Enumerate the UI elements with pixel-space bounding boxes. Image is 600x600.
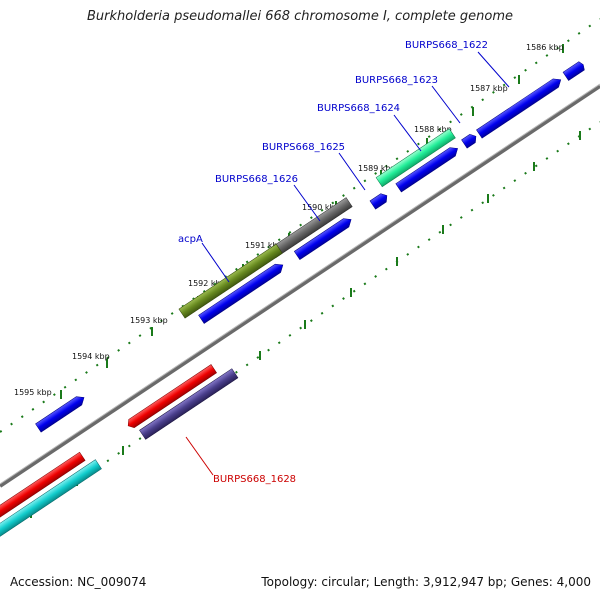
gene-label-acpa[interactable]: acpA bbox=[178, 234, 203, 245]
gene-label-burps668-1622[interactable]: BURPS668_1622 bbox=[405, 40, 488, 51]
tick-label-1592: 1592 kbp bbox=[188, 279, 226, 288]
tick-label-1587: 1587 kbp bbox=[470, 84, 508, 93]
leader-burps668-1624 bbox=[393, 114, 422, 152]
gene-feature-burps668-1624[interactable] bbox=[395, 144, 461, 193]
gene-feature-acpa-track[interactable] bbox=[198, 261, 286, 324]
leader-acpa bbox=[201, 242, 230, 283]
accession-text: Accession: NC_009074 bbox=[10, 575, 147, 589]
leader-burps668-1628 bbox=[185, 436, 214, 476]
gene-feature-burps668-1626[interactable] bbox=[293, 215, 354, 261]
kbp-tick-labels: 1586 kbp 1587 kbp 1588 kbp 1589 kbp 1590… bbox=[14, 43, 564, 397]
chromosome-backbone-highlight bbox=[0, 83, 600, 485]
tick-label-1589: 1589 kbp bbox=[358, 164, 396, 173]
gene-feature-burps668-1623-small[interactable] bbox=[461, 132, 479, 149]
tick-label-1594: 1594 kbp bbox=[72, 352, 110, 361]
outer-tick-track bbox=[0, 18, 600, 433]
leader-burps668-1625 bbox=[338, 152, 366, 191]
leader-burps668-1626 bbox=[293, 184, 321, 222]
leader-burps668-1623 bbox=[431, 85, 461, 124]
tick-label-1591: 1591 kbp bbox=[245, 241, 283, 250]
gene-feature-burps668-1625[interactable] bbox=[369, 191, 390, 210]
tick-label-1590: 1590 kbp bbox=[302, 203, 340, 212]
gene-feature-burps668-1628[interactable] bbox=[139, 368, 239, 440]
gene-label-leaders bbox=[185, 51, 510, 476]
gene-feature-burps668-1622[interactable] bbox=[476, 76, 563, 139]
map-title: Burkholderia pseudomallei 668 chromosome… bbox=[86, 9, 514, 24]
gene-feature-cyan-cds[interactable] bbox=[0, 459, 102, 538]
gene-label-burps668-1624[interactable]: BURPS668_1624 bbox=[317, 103, 400, 114]
leader-burps668-1622 bbox=[477, 51, 510, 88]
gene-feature-red-cds-left[interactable] bbox=[0, 451, 86, 525]
gene-features bbox=[0, 61, 586, 538]
gene-feature-red-cds[interactable] bbox=[125, 364, 217, 430]
gene-label-burps668-1628[interactable]: BURPS668_1628 bbox=[213, 474, 296, 485]
gene-feature-small-blue[interactable] bbox=[35, 393, 87, 433]
gene-label-burps668-1626[interactable]: BURPS668_1626 bbox=[215, 174, 298, 185]
tick-label-1588: 1588 kbp bbox=[414, 125, 452, 134]
chromosome-backbone bbox=[0, 84, 600, 488]
gene-feature-burps668-1622-a[interactable] bbox=[562, 61, 586, 81]
gene-label-burps668-1625[interactable]: BURPS668_1625 bbox=[262, 142, 345, 153]
inner-major-ticks bbox=[30, 131, 581, 518]
tick-label-1593: 1593 kbp bbox=[130, 316, 168, 325]
gene-feature-burps668-1623[interactable] bbox=[375, 128, 456, 188]
gene-label-burps668-1623[interactable]: BURPS668_1623 bbox=[355, 75, 438, 86]
genome-summary-text: Topology: circular; Length: 3,912,947 bp… bbox=[261, 575, 591, 589]
gene-labels: BURPS668_1622 BURPS668_1623 BURPS668_162… bbox=[178, 40, 488, 485]
tick-label-1586: 1586 kbp bbox=[526, 43, 564, 52]
inner-tick-track bbox=[0, 121, 600, 536]
gene-feature-acpa[interactable] bbox=[178, 243, 283, 319]
tick-label-1595: 1595 kbp bbox=[14, 388, 52, 397]
